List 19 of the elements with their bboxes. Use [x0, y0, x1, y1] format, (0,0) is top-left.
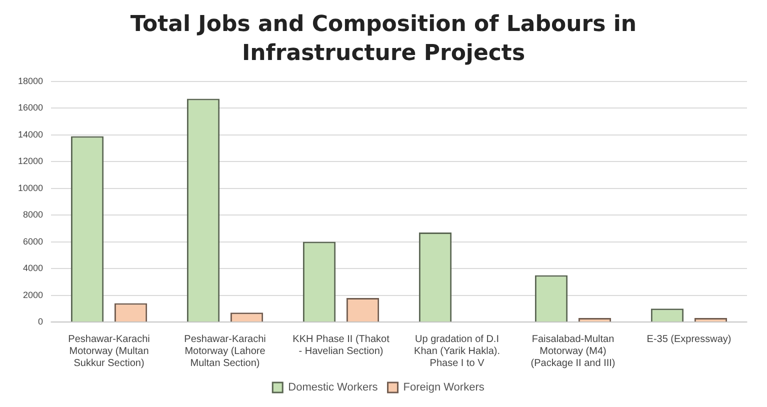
x-tick-label: Up gradation of D.I Khan (Yarik Hakla). Phase I to V	[414, 334, 500, 369]
y-tick-label: 16000	[18, 102, 44, 113]
y-tick-label: 2000	[22, 290, 44, 300]
legend-label: Foreign Workers	[403, 382, 485, 394]
chart-title: Total Jobs and Composition of Labours in Infrastructure Projects	[129, 11, 638, 68]
y-tick-label: 14000	[18, 129, 44, 140]
x-tick-label: KKH Phase II (Thakot - Havelian Section)	[292, 334, 390, 357]
y-tick-label: 8000	[22, 210, 44, 220]
y-tick-label: 6000	[22, 236, 44, 246]
y-tick-label: 12000	[18, 156, 44, 166]
y-tick-label: 0	[38, 316, 44, 326]
x-tick-label: Peshawar-Karachi Motorway (Lahore Multan Section)	[184, 334, 266, 369]
x-tick-label: Faisalabad-Multan Motorway (M4) (Package II and III)	[530, 334, 616, 369]
x-tick-label: E-35 (Expressway)	[646, 334, 732, 345]
y-tick-label: 4000	[22, 263, 44, 274]
legend-label: Domestic Workers	[288, 382, 378, 394]
x-tick-label: Peshawar-Karachi Motorway (Multan Sukkur Section)	[68, 334, 150, 369]
y-tick-label: 18000	[18, 76, 44, 86]
y-tick-label: 10000	[18, 182, 44, 193]
